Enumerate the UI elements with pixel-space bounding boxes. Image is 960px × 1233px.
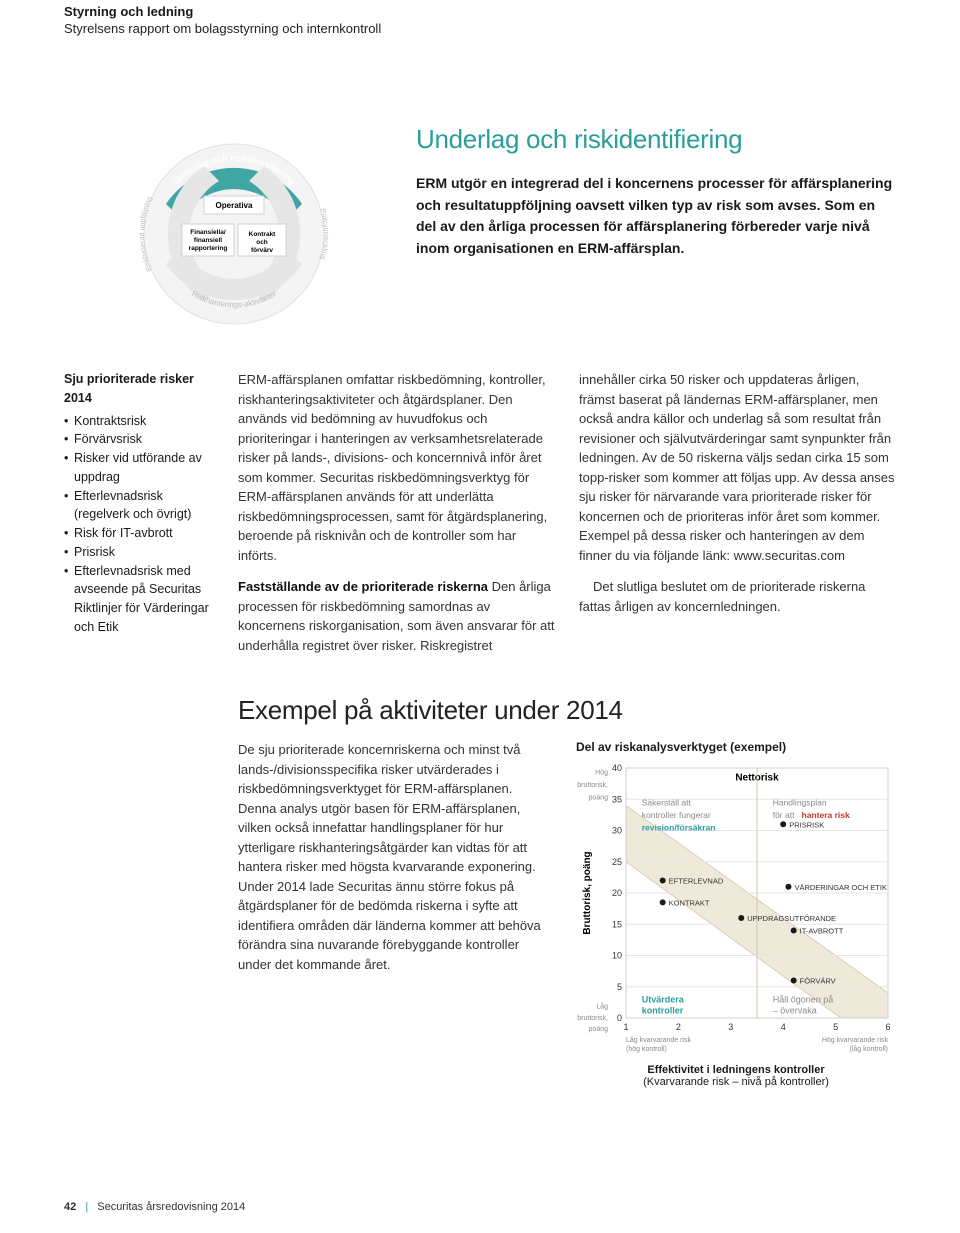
svg-text:UPPDRAGSUTFÖRANDE: UPPDRAGSUTFÖRANDE <box>747 914 836 923</box>
svg-text:30: 30 <box>612 826 622 836</box>
top-row: Underlag och riskidentifiering Riskhante… <box>64 124 896 344</box>
svg-text:FÖRVÄRV: FÖRVÄRV <box>800 977 836 986</box>
svg-text:EFTERLEVNAD: EFTERLEVNAD <box>669 877 724 886</box>
three-columns: Sju prioriterade risker 2014 Kontraktsri… <box>64 370 896 667</box>
svg-text:kontroller fungerar: kontroller fungerar <box>642 810 711 820</box>
svg-text:1: 1 <box>623 1022 628 1032</box>
caption-bold: Effektivitet i ledningens kontroller <box>647 1064 824 1076</box>
svg-text:0: 0 <box>617 1013 622 1023</box>
body-p3b: Det slutliga beslutet om de prioriterade… <box>579 577 896 616</box>
section-2: Exempel på aktiviteter under 2014 De sju… <box>64 695 896 1088</box>
chart-title: Del av riskanalysverktyget (exempel) <box>576 740 896 754</box>
list-item: Risker vid utförande av uppdrag <box>64 449 214 487</box>
svg-text:VÄRDERINGAR OCH ETIK: VÄRDERINGAR OCH ETIK <box>794 883 887 892</box>
svg-text:Operativa: Operativa <box>216 201 253 210</box>
intro-text: ERM utgör en integrerad del i koncernens… <box>416 173 896 260</box>
diagram-svg: Underlag och riskidentifiering Riskhante… <box>124 124 344 344</box>
risk-chart-svg: Nettorisk0510152025303540123456Säkerstäl… <box>576 758 896 1058</box>
svg-text:finansiell: finansiell <box>194 237 222 244</box>
svg-text:poäng: poäng <box>589 1026 609 1033</box>
body-p3: innehåller cirka 50 risker och uppdatera… <box>579 370 896 565</box>
svg-text:2: 2 <box>676 1022 681 1032</box>
page-header: Styrning och ledning Styrelsens rapport … <box>64 0 896 36</box>
svg-text:förvärv: förvärv <box>251 247 273 254</box>
svg-text:(hög kontroll): (hög kontroll) <box>626 1046 667 1053</box>
list-item: Efterlevnadsrisk (regelverk och övrigt) <box>64 487 214 525</box>
svg-text:5: 5 <box>617 982 622 992</box>
section2-title: Exempel på aktiviteter under 2014 <box>238 695 896 726</box>
svg-text:bruttorisk,: bruttorisk, <box>577 1015 608 1022</box>
svg-text:bruttorisk,: bruttorisk, <box>577 782 608 789</box>
footer-sep: | <box>85 1201 88 1213</box>
chart-area: Nettorisk0510152025303540123456Säkerstäl… <box>576 758 896 1058</box>
section2-text: De sju prioriterade koncernriskerna och … <box>238 740 552 974</box>
svg-text:6: 6 <box>885 1022 890 1032</box>
svg-text:4: 4 <box>781 1022 786 1032</box>
svg-text:revision/försäkran: revision/försäkran <box>642 823 716 833</box>
svg-text:(låg kontroll): (låg kontroll) <box>849 1045 888 1053</box>
svg-text:Finansiella/: Finansiella/ <box>190 229 226 236</box>
svg-text:Håll ögonen på: Håll ögonen på <box>773 994 834 1004</box>
svg-text:hantera risk: hantera risk <box>802 810 850 820</box>
svg-text:Handlingsplan: Handlingsplan <box>773 798 827 808</box>
svg-text:poäng: poäng <box>589 794 609 801</box>
section2-left: De sju prioriterade koncernriskerna och … <box>238 740 552 1088</box>
body-col-1: ERM-affärsplanen omfattar riskbedömning,… <box>238 370 555 667</box>
svg-text:– övervaka: – övervaka <box>773 1006 817 1016</box>
svg-text:Hög: Hög <box>595 769 608 776</box>
svg-text:3: 3 <box>728 1022 733 1032</box>
svg-text:rapportering: rapportering <box>189 245 228 252</box>
body-p1: ERM-affärsplanen omfattar riskbedömning,… <box>238 370 555 565</box>
svg-text:Hög kvarvarande risk: Hög kvarvarande risk <box>822 1037 889 1044</box>
svg-text:20: 20 <box>612 888 622 898</box>
svg-text:5: 5 <box>833 1022 838 1032</box>
intro-title: Underlag och riskidentifiering <box>416 124 896 155</box>
list-item: Kontraktsrisk <box>64 412 214 431</box>
svg-text:10: 10 <box>612 951 622 961</box>
svg-text:Kontrakt: Kontrakt <box>249 231 277 238</box>
caption-sub: (Kvarvarande risk – nivå på kontroller) <box>643 1076 829 1088</box>
sidebar-list: Kontraktsrisk Förvärvsrisk Risker vid ut… <box>64 412 214 637</box>
chart-block: Del av riskanalysverktyget (exempel) Net… <box>576 740 896 1088</box>
chart-caption: Effektivitet i ledningens kontroller (Kv… <box>576 1064 896 1088</box>
list-item: Risk för IT-avbrott <box>64 524 214 543</box>
list-item: Förvärvsrisk <box>64 430 214 449</box>
svg-text:40: 40 <box>612 763 622 773</box>
svg-text:Säkerställ att: Säkerställ att <box>642 798 692 808</box>
svg-text:IT-AVBROTT: IT-AVBROTT <box>800 927 844 936</box>
svg-text:35: 35 <box>612 794 622 804</box>
svg-text:Låg kvarvarande risk: Låg kvarvarande risk <box>626 1036 691 1044</box>
body-p2: Fastställande av de prioriterade riskern… <box>238 577 555 655</box>
svg-text:15: 15 <box>612 919 622 929</box>
circle-diagram: Underlag och riskidentifiering Riskhante… <box>124 124 384 344</box>
page-footer: 42 | Securitas årsredovisning 2014 <box>64 1201 245 1213</box>
svg-text:för att: för att <box>773 810 795 820</box>
list-item: Prisrisk <box>64 543 214 562</box>
page-number: 42 <box>64 1201 76 1213</box>
footer-text: Securitas årsredovisning 2014 <box>97 1201 245 1213</box>
sidebar: Sju prioriterade risker 2014 Kontraktsri… <box>64 370 214 667</box>
svg-text:25: 25 <box>612 857 622 867</box>
list-item: Efterlevnadsrisk med avseende på Securit… <box>64 562 214 637</box>
svg-text:Bruttorisk, poäng: Bruttorisk, poäng <box>582 851 593 934</box>
sidebar-title: Sju prioriterade risker 2014 <box>64 370 214 408</box>
header-subtitle: Styrelsens rapport om bolagsstyrning och… <box>64 21 896 36</box>
svg-text:och: och <box>256 239 268 246</box>
body-col-2: innehåller cirka 50 risker och uppdatera… <box>579 370 896 667</box>
svg-text:kontroller: kontroller <box>642 1006 684 1016</box>
intro-column: Underlag och riskidentifiering ERM utgör… <box>416 124 896 260</box>
svg-text:Låg: Låg <box>596 1003 608 1011</box>
svg-text:PRISRISK: PRISRISK <box>789 820 824 829</box>
section2-row: De sju prioriterade koncernriskerna och … <box>64 740 896 1088</box>
p2-lead: Fastställande av de prioriterade riskern… <box>238 579 488 594</box>
header-title: Styrning och ledning <box>64 4 896 19</box>
svg-text:Utvärdera: Utvärdera <box>642 994 685 1004</box>
svg-text:KONTRAKT: KONTRAKT <box>669 898 710 907</box>
